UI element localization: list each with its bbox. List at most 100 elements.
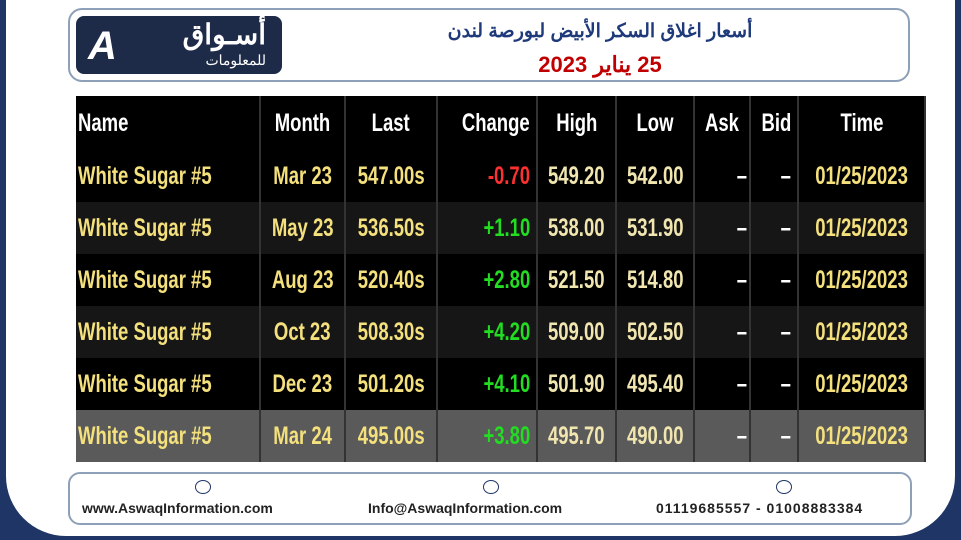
- cell-text: 501.20s: [357, 369, 425, 398]
- cell-text: High: [555, 108, 597, 137]
- cell-text: –: [780, 317, 792, 346]
- cell-text: Last: [372, 108, 411, 137]
- column-header: Ask: [693, 96, 751, 150]
- table-cell: 514.80: [615, 254, 695, 306]
- table-cell: –: [693, 254, 751, 306]
- logo: A أسـواق للمعلومات: [76, 16, 282, 74]
- table-cell: –: [749, 150, 800, 202]
- cell-text: 495.00s: [357, 421, 425, 450]
- table-cell: 542.00: [615, 150, 695, 202]
- cell-text: Month: [274, 108, 331, 137]
- cell-text: –: [736, 317, 748, 346]
- column-header: Bid: [749, 96, 800, 150]
- column-header: Month: [259, 96, 346, 150]
- table-cell: –: [693, 410, 751, 462]
- cell-text: 536.50s: [357, 213, 425, 242]
- table-cell: 547.00s: [344, 150, 439, 202]
- table-cell: 521.50: [537, 254, 617, 306]
- cell-text: 490.00: [626, 421, 684, 450]
- table-cell: 502.50: [615, 306, 695, 358]
- cell-text: White Sugar #5: [78, 317, 212, 346]
- column-header: High: [537, 96, 617, 150]
- cell-text: 531.90: [626, 213, 684, 242]
- column-header: Low: [615, 96, 695, 150]
- table-cell: +1.10: [437, 202, 539, 254]
- cell-text: Ask: [704, 108, 739, 137]
- table-cell: 01/25/2023: [798, 358, 927, 410]
- cell-text: 547.00s: [357, 161, 425, 190]
- cell-text: +3.80: [483, 421, 531, 450]
- email: Info@AswaqInformation.com: [368, 500, 563, 516]
- cell-text: Oct 23: [273, 317, 331, 346]
- cell-text: 01/25/2023: [815, 265, 909, 294]
- logo-subtitle: للمعلومات: [205, 52, 266, 68]
- table-row: White Sugar #5 Oct 23 508.30s +4.20 509.00 50…: [76, 306, 927, 358]
- table-cell: 536.50s: [344, 202, 439, 254]
- cell-text: 520.40s: [357, 265, 425, 294]
- table-cell: –: [749, 306, 800, 358]
- cell-text: 495.40: [626, 369, 684, 398]
- cell-text: 542.00: [626, 161, 684, 190]
- cell-text: 501.90: [547, 369, 605, 398]
- table-cell: Oct 23: [259, 306, 346, 358]
- cell-text: Aug 23: [271, 265, 334, 294]
- cell-text: +1.10: [483, 213, 531, 242]
- table-cell: Mar 24: [259, 410, 346, 462]
- table-cell: +4.10: [437, 358, 539, 410]
- cell-text: –: [736, 369, 748, 398]
- table-cell: 549.20: [537, 150, 617, 202]
- cell-text: -0.70: [487, 161, 531, 190]
- cell-text: 01/25/2023: [815, 213, 909, 242]
- table-cell: 01/25/2023: [798, 150, 927, 202]
- table-cell: 509.00: [537, 306, 617, 358]
- column-header: Time: [798, 96, 927, 150]
- cell-text: +4.10: [483, 369, 531, 398]
- table-row: White Sugar #5 Aug 23 520.40s +2.80 521.50 51…: [76, 254, 927, 306]
- table-cell: +3.80: [437, 410, 539, 462]
- cell-text: Mar 23: [272, 161, 332, 190]
- cell-text: 538.00: [547, 213, 605, 242]
- cell-text: May 23: [271, 213, 334, 242]
- cell-text: White Sugar #5: [78, 421, 212, 450]
- table-cell: Mar 23: [259, 150, 346, 202]
- table-cell: +4.20: [437, 306, 539, 358]
- table-row: White Sugar #5 Mar 24 495.00s +3.80 495.70 49…: [76, 410, 927, 462]
- table-row: White Sugar #5 Mar 23 547.00s -0.70 549.20 54…: [76, 150, 927, 202]
- table-cell: +2.80: [437, 254, 539, 306]
- table-cell: Dec 23: [259, 358, 346, 410]
- table-cell: 508.30s: [344, 306, 439, 358]
- table-cell: May 23: [259, 202, 346, 254]
- table-cell: 520.40s: [344, 254, 439, 306]
- cell-text: –: [780, 213, 792, 242]
- phone: 01119685557 - 01008883384: [656, 500, 864, 516]
- cell-text: –: [780, 265, 792, 294]
- table-cell: 01/25/2023: [798, 410, 927, 462]
- table-cell: –: [693, 202, 751, 254]
- table-cell: 01/25/2023: [798, 306, 927, 358]
- price-table: Name Month Last Change High Low Ask Bid Time Whit…: [76, 96, 927, 462]
- table-cell: 01/25/2023: [798, 254, 927, 306]
- table-cell: White Sugar #5: [76, 254, 261, 306]
- column-header: Last: [344, 96, 439, 150]
- cell-text: Dec 23: [272, 369, 333, 398]
- cell-text: White Sugar #5: [78, 161, 212, 190]
- table-cell: –: [693, 150, 751, 202]
- table-cell: 01/25/2023: [798, 202, 927, 254]
- cell-text: –: [780, 369, 792, 398]
- column-header: Change: [437, 96, 539, 150]
- header-row: Name Month Last Change High Low Ask Bid Time: [76, 96, 927, 150]
- cell-text: Time: [840, 108, 884, 137]
- table-cell: White Sugar #5: [76, 358, 261, 410]
- cell-text: Mar 24: [272, 421, 332, 450]
- cell-text: 01/25/2023: [815, 317, 909, 346]
- cell-text: –: [736, 265, 748, 294]
- cell-text: 495.70: [547, 421, 605, 450]
- cell-text: White Sugar #5: [78, 213, 212, 242]
- table-cell: –: [749, 202, 800, 254]
- cell-text: 01/25/2023: [815, 369, 909, 398]
- table-cell: 538.00: [537, 202, 617, 254]
- cell-text: Name: [78, 108, 129, 137]
- column-header: Name: [76, 96, 261, 150]
- cell-text: White Sugar #5: [78, 265, 212, 294]
- table-cell: –: [749, 254, 800, 306]
